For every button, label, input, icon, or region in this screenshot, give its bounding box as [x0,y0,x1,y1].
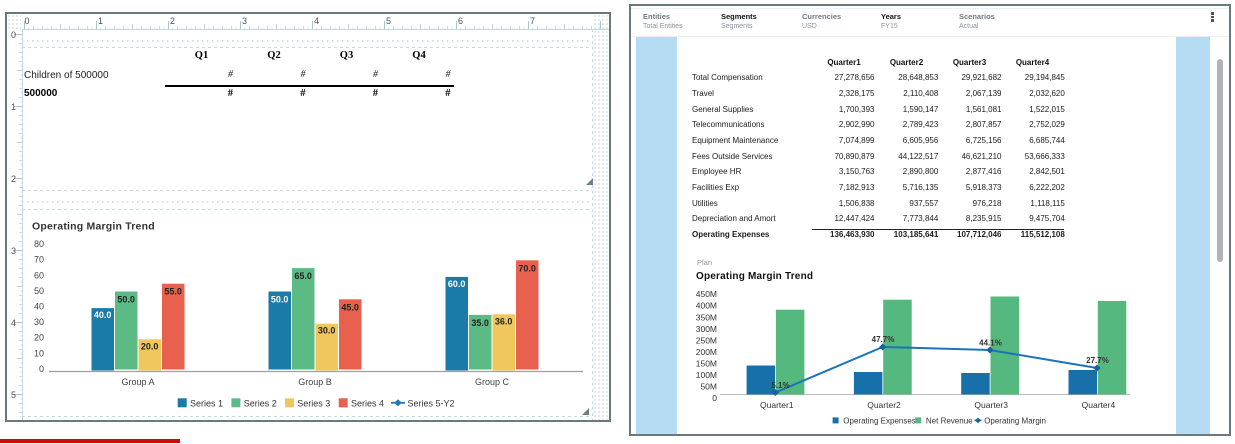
svg-text:40.0: 40.0 [94,310,112,320]
svg-text:Group B: Group B [298,377,332,387]
svg-text:60.0: 60.0 [448,279,466,289]
svg-text:Series 2: Series 2 [244,398,277,408]
svg-text:Series 3: Series 3 [297,398,330,408]
svg-text:47.7%: 47.7% [872,335,895,344]
svg-text:45.0: 45.0 [341,302,359,312]
svg-text:27.7%: 27.7% [1086,356,1109,365]
svg-text:450M: 450M [696,289,717,299]
svg-text:Net Revenue: Net Revenue [926,416,973,425]
svg-text:55.0: 55.0 [164,287,182,297]
svg-text:250M: 250M [696,335,717,345]
svg-text:30.0: 30.0 [318,326,336,336]
svg-text:Series 5-Y2: Series 5-Y2 [408,398,455,408]
svg-text:300M: 300M [696,324,717,334]
svg-text:Quarter1: Quarter1 [760,400,794,410]
svg-text:Group A: Group A [121,377,154,387]
svg-text:10: 10 [34,348,44,358]
svg-text:20: 20 [34,333,44,343]
svg-text:400M: 400M [696,301,717,311]
svg-text:80: 80 [34,239,44,249]
svg-text:60: 60 [34,270,44,280]
svg-text:100M: 100M [696,370,717,380]
svg-text:36.0: 36.0 [495,316,513,326]
svg-text:Series 1: Series 1 [190,398,223,408]
svg-text:44.1%: 44.1% [979,338,1002,347]
svg-text:50.0: 50.0 [271,295,289,305]
svg-text:70.0: 70.0 [518,263,536,273]
svg-text:50: 50 [34,286,44,296]
svg-text:30: 30 [34,317,44,327]
svg-text:40: 40 [34,302,44,312]
svg-text:Operating Margin: Operating Margin [984,416,1046,425]
svg-text:150M: 150M [696,358,717,368]
svg-text:Quarter2: Quarter2 [867,400,901,410]
svg-text:200M: 200M [696,347,717,357]
svg-text:0: 0 [39,364,44,374]
svg-text:Operating Expenses: Operating Expenses [843,416,916,425]
svg-text:Quarter4: Quarter4 [1082,400,1116,410]
svg-text:0: 0 [712,393,717,403]
svg-text:50M: 50M [700,382,717,392]
svg-text:Quarter3: Quarter3 [974,400,1008,410]
svg-text:Operating Margin Trend: Operating Margin Trend [32,221,155,233]
svg-text:350M: 350M [696,312,717,322]
svg-text:5.1%: 5.1% [771,381,789,390]
svg-text:50.0: 50.0 [117,295,135,305]
svg-text:65.0: 65.0 [294,271,312,281]
svg-text:35.0: 35.0 [471,318,489,328]
svg-text:Group C: Group C [475,377,510,387]
svg-text:70: 70 [34,255,44,265]
svg-text:20.0: 20.0 [141,341,159,351]
svg-text:Series 4: Series 4 [351,398,384,408]
